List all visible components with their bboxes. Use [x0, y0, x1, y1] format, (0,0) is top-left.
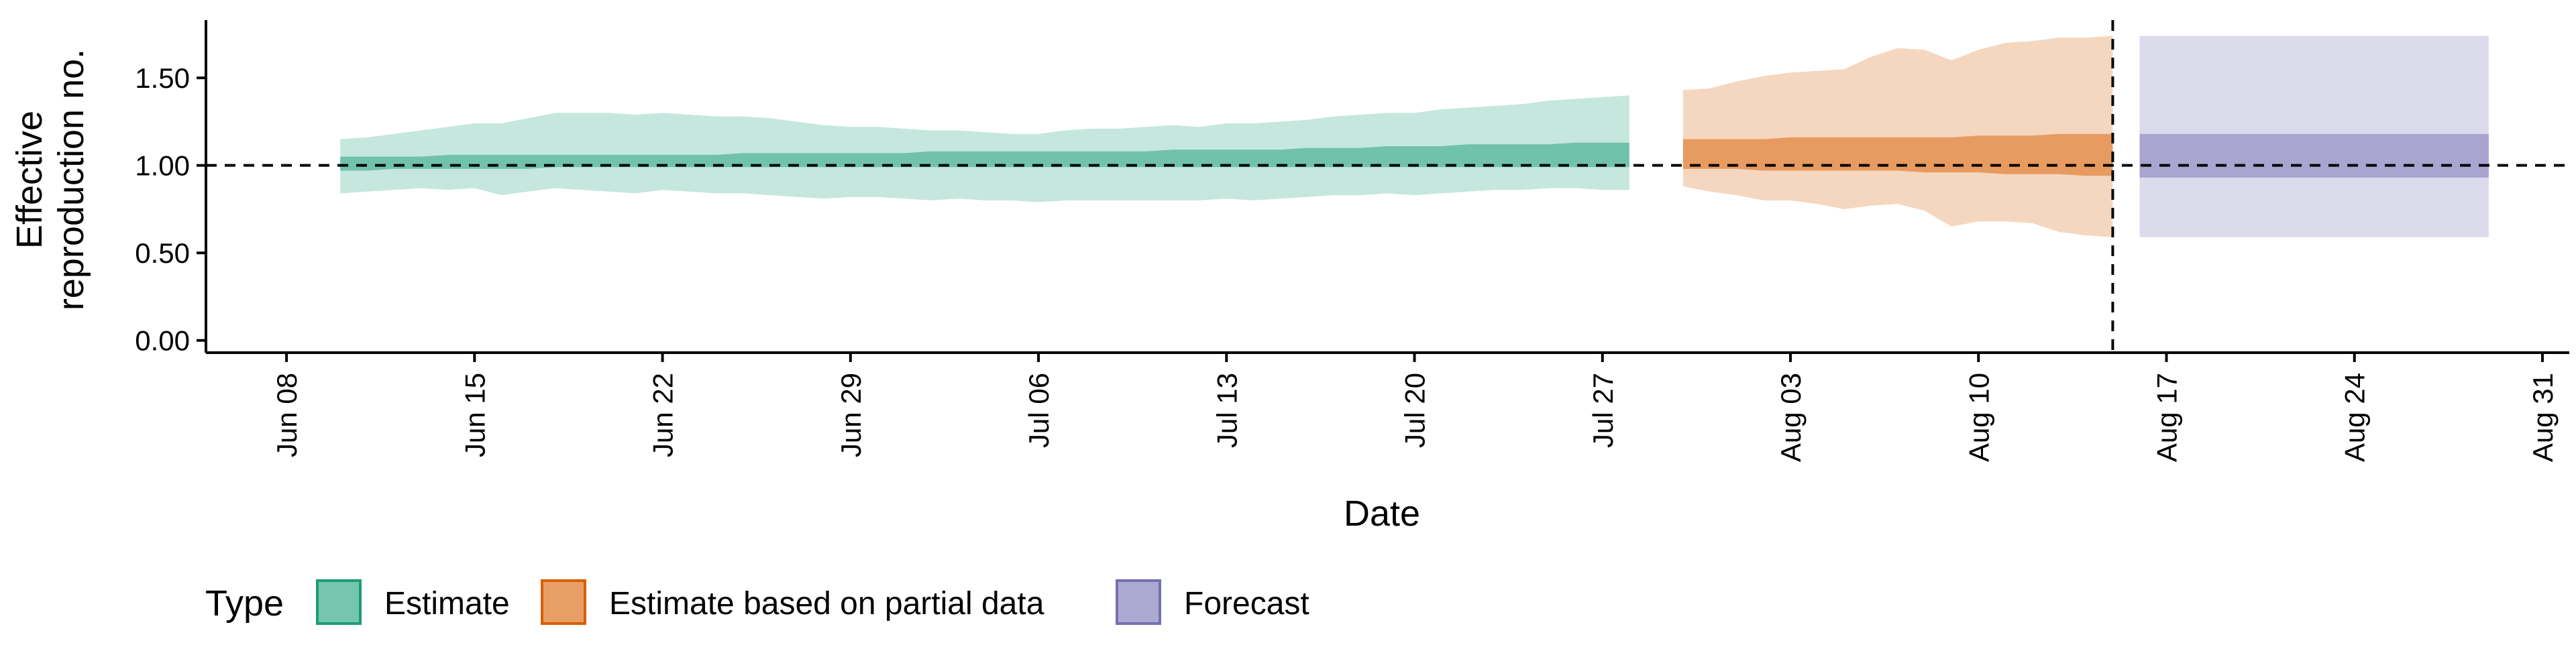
y-tick-label: 0.00 — [135, 325, 190, 357]
y-tick-label: 1.00 — [135, 150, 190, 182]
x-tick-label: Jul 20 — [1399, 373, 1431, 448]
estimate-partial-ribbon-90 — [1682, 36, 2113, 237]
legend-label: Estimate based on partial data — [609, 586, 1044, 622]
y-axis-title-line-1: Effective — [9, 111, 50, 249]
x-tick-label: Aug 24 — [2339, 373, 2371, 462]
x-tick-label: Jul 27 — [1587, 373, 1619, 448]
legend: Type Estimate Estimate based on partial d… — [205, 579, 1309, 625]
ribbon-layer — [340, 36, 2489, 237]
y-axis-title: Effective reproduction no. — [9, 49, 91, 310]
estimate-ribbon-50 — [340, 142, 1629, 171]
x-tick-label: Aug 03 — [1775, 373, 1807, 462]
estimate-ribbon-90 — [340, 95, 1629, 202]
legend-key-2 — [1116, 579, 1161, 625]
legend-label: Forecast — [1184, 586, 1309, 622]
y-axis-title-line-2: reproduction no. — [51, 49, 91, 310]
x-tick-label: Aug 31 — [2527, 373, 2559, 462]
legend-key-1 — [541, 579, 586, 625]
x-tick-label: Jun 08 — [271, 373, 303, 457]
x-tick-label: Jul 06 — [1023, 373, 1055, 448]
estimate-partial-ribbon-50 — [1682, 133, 2113, 176]
x-tick-label: Jun 29 — [835, 373, 867, 457]
x-axis-title: Date — [1344, 493, 1420, 534]
legend-label: Estimate — [384, 586, 510, 622]
x-tick-label: Jun 22 — [647, 373, 679, 457]
y-tick-label: 1.50 — [135, 62, 190, 94]
x-tick-label: Jun 15 — [459, 373, 490, 457]
y-tick-label: 0.50 — [135, 237, 190, 269]
forecast-ribbon-50 — [2139, 133, 2489, 178]
axes: 0.00 0.50 1.00 1.50 Jun 08 Jun 15 Jun 22 Jun 29… — [135, 20, 2569, 462]
x-tick-label: Jul 13 — [1211, 373, 1242, 448]
legend-title: Type — [205, 583, 284, 624]
x-tick-label: Aug 17 — [2151, 373, 2183, 462]
legend-key-0 — [316, 579, 362, 625]
x-tick-label: Aug 10 — [1963, 373, 1994, 462]
